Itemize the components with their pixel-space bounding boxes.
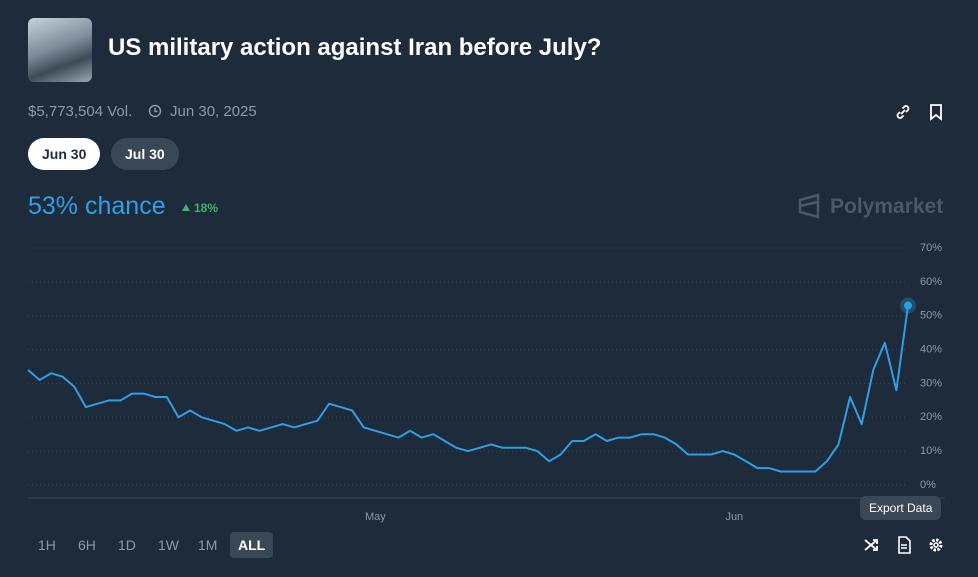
end-date: Jun 30, 2025	[170, 103, 257, 120]
y-tick-label: 60%	[920, 276, 942, 288]
current-point	[904, 301, 912, 310]
range-button[interactable]: 6H	[78, 537, 96, 553]
tab-active[interactable]: Jun 30	[28, 138, 101, 170]
range-button[interactable]: 1H	[38, 537, 56, 553]
range-button[interactable]: 1D	[118, 537, 136, 553]
x-tick-label: Jun	[725, 511, 743, 523]
up-arrow	[182, 204, 190, 211]
shuffle-button[interactable]	[863, 537, 881, 553]
settings-button[interactable]	[927, 536, 945, 554]
x-tick-label: May	[365, 511, 386, 523]
y-tick-label: 20%	[920, 411, 942, 423]
export-button[interactable]	[896, 536, 912, 554]
range-button[interactable]: ALL	[230, 532, 274, 558]
chance: 53% chance	[28, 192, 166, 220]
change: 18%	[194, 201, 219, 215]
y-tick-label: 50%	[920, 310, 942, 322]
y-tick-label: 0%	[920, 479, 936, 491]
tab[interactable]: Jul 30	[111, 138, 179, 170]
y-tick-label: 10%	[920, 445, 942, 457]
volume: $5,773,504 Vol.	[28, 103, 133, 120]
y-tick-label: 30%	[920, 377, 942, 389]
clock-icon	[148, 104, 162, 118]
y-tick-label: 70%	[920, 242, 942, 254]
y-tick-label: 40%	[920, 343, 942, 355]
market-title: US military action against Iran before J…	[108, 34, 602, 61]
bookmark-button[interactable]	[928, 103, 944, 121]
tooltip: Export Data	[860, 496, 942, 520]
chart: 0% 10% 20% 30% 40% 50% 60% 70% May Jun	[27, 242, 945, 523]
brand-logo	[798, 193, 820, 219]
price-line	[27, 305, 909, 473]
range-button[interactable]: 1W	[158, 537, 179, 553]
link-button[interactable]	[894, 103, 912, 121]
range-button[interactable]: 1M	[198, 537, 218, 553]
market-image	[28, 18, 92, 82]
brand: Polymarket	[830, 195, 944, 218]
